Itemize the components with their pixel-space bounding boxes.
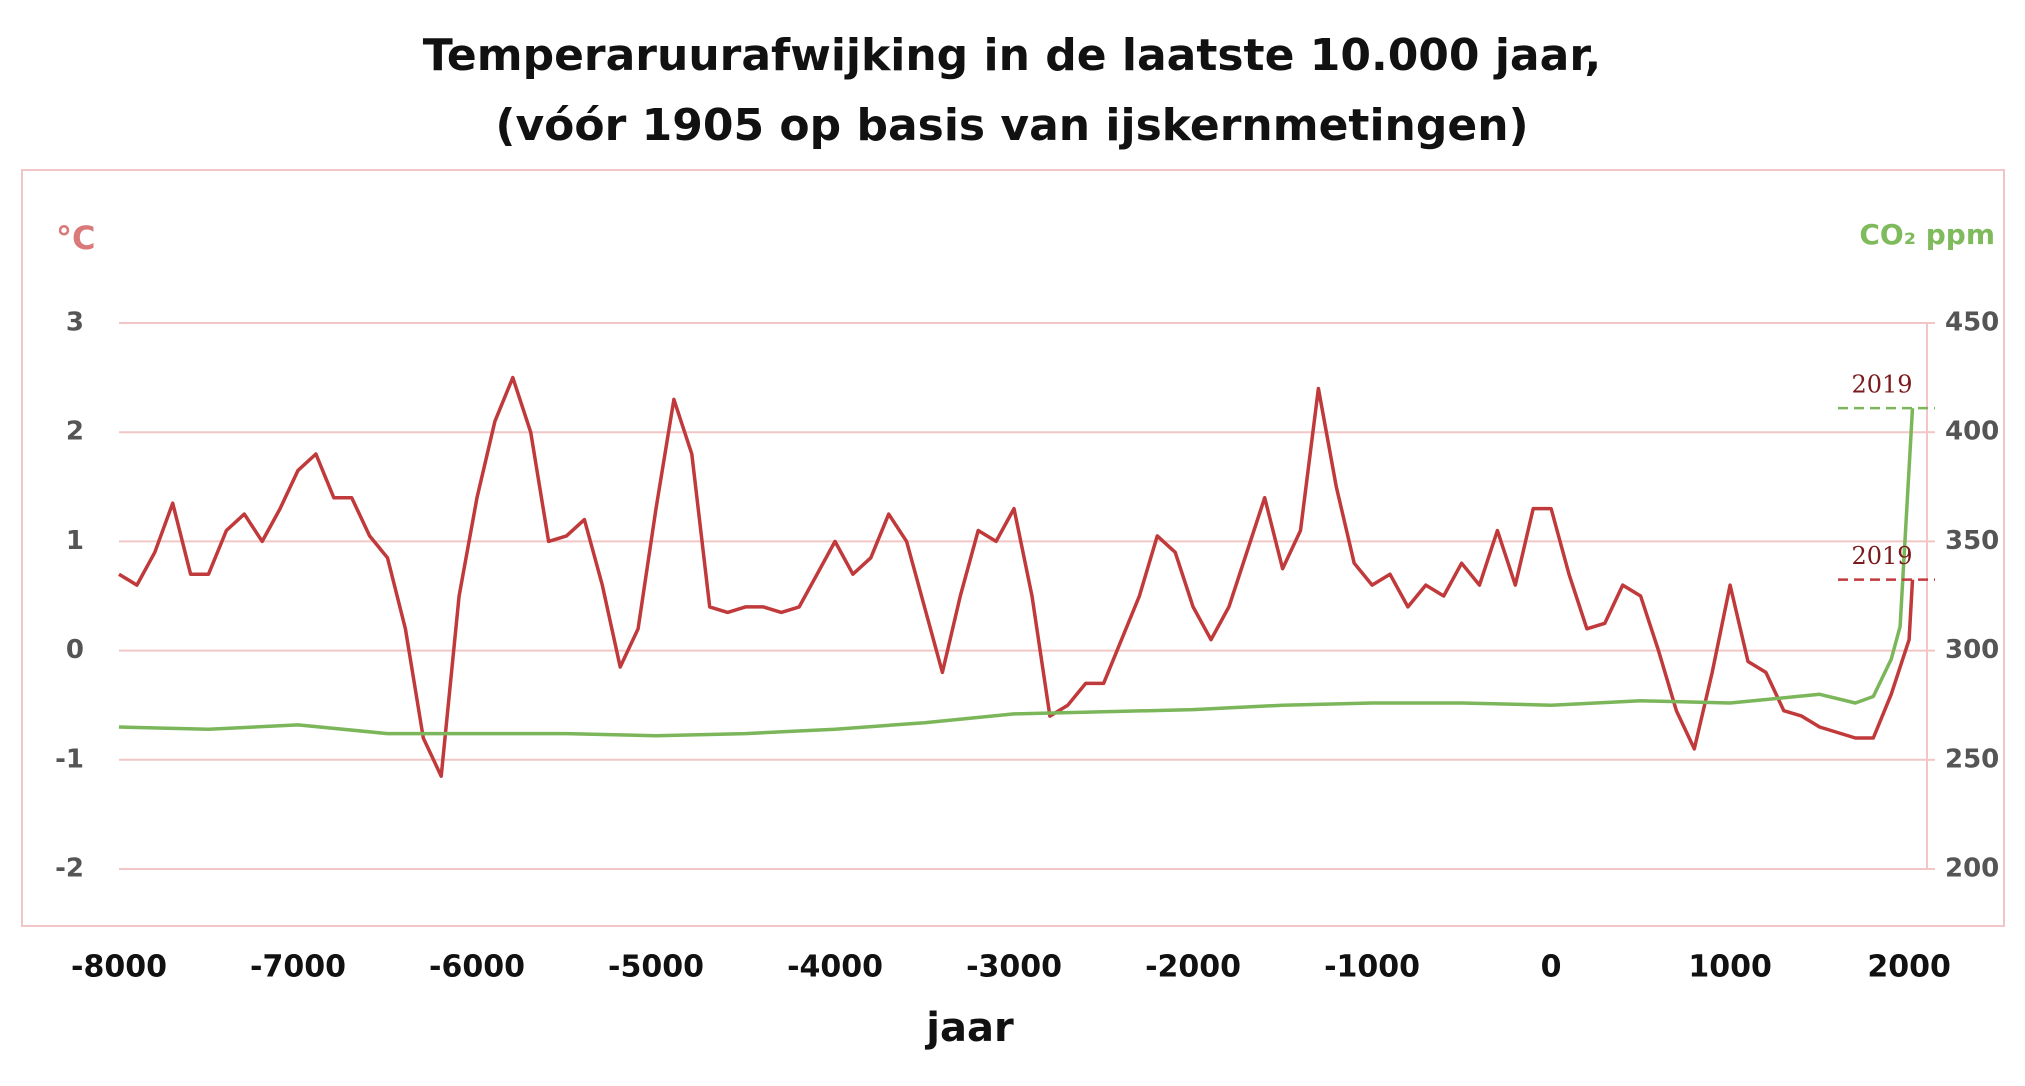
x-tick-label: -3000 — [966, 950, 1062, 985]
series-line — [118, 375, 1915, 778]
x-tick-label: -7000 — [250, 950, 346, 985]
x-tick-label: 2000 — [1867, 950, 1951, 985]
y-tick-label: 2 — [66, 417, 84, 447]
x-tick-label: -1000 — [1324, 950, 1420, 985]
y2-tick-label: 250 — [1945, 744, 1999, 774]
y2-tick-label: 200 — [1945, 854, 1999, 884]
annotation-label: 2019 — [1851, 371, 1912, 399]
x-tick-label: -2000 — [1145, 950, 1241, 985]
y-tick-label: -2 — [55, 854, 84, 884]
series-line — [118, 408, 1915, 738]
y2-tick-label: 350 — [1945, 526, 1999, 556]
annotation-label: 2019 — [1851, 542, 1912, 570]
plot-frame — [21, 169, 2005, 927]
x-axis-label: jaar — [924, 1005, 1014, 1051]
x-tick-label: 1000 — [1688, 950, 1772, 985]
x-tick-label: 0 — [1541, 950, 1562, 985]
y2-tick-label: 400 — [1945, 417, 1999, 447]
x-tick-label: -8000 — [71, 950, 167, 985]
chart-title: Temperaruurafwijking in de laatste 10.00… — [423, 30, 1602, 81]
y2-tick-label: 450 — [1945, 308, 1999, 338]
y-tick-label: -1 — [55, 744, 84, 774]
x-tick-label: -5000 — [608, 950, 704, 985]
y2-axis-label: CO₂ ppm — [1859, 218, 1995, 251]
chart-subtitle: (vóór 1905 op basis van ijskernmetingen) — [495, 100, 1528, 151]
y-tick-label: 0 — [66, 635, 84, 665]
y-axis-label: °C — [56, 219, 95, 257]
x-tick-label: -6000 — [429, 950, 525, 985]
y-tick-label: 1 — [66, 526, 84, 556]
y2-tick-label: 300 — [1945, 635, 1999, 665]
y-tick-label: 3 — [66, 308, 84, 338]
x-tick-label: -4000 — [787, 950, 883, 985]
